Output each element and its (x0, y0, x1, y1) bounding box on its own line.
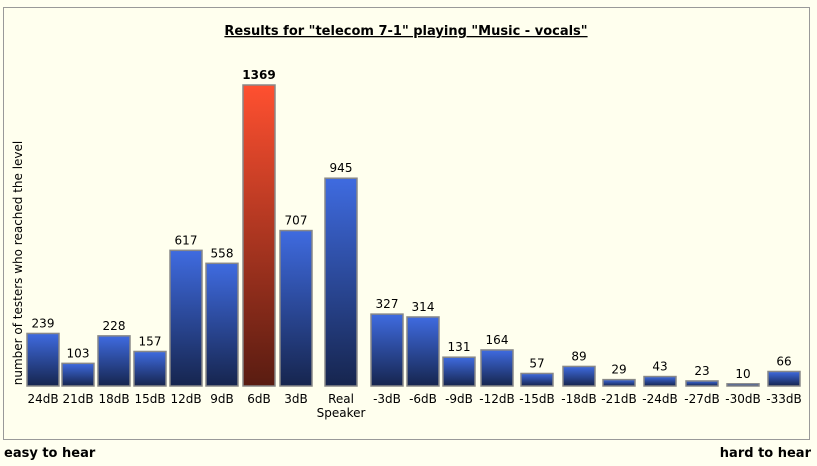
value-label: 239 (32, 316, 55, 330)
x-tick-label: 24dB (27, 392, 59, 406)
value-label: 1369 (242, 68, 275, 82)
bar (324, 177, 358, 387)
bar (97, 335, 131, 387)
bar (685, 380, 719, 387)
bar (406, 316, 440, 387)
value-label: 131 (448, 340, 471, 354)
x-tick-label: -18dB (561, 392, 597, 406)
bar (133, 350, 167, 387)
x-tick-label: -33dB (766, 392, 802, 406)
x-tick-label: 18dB (98, 392, 130, 406)
value-label: 157 (139, 334, 162, 348)
x-tick-label: 6dB (247, 392, 271, 406)
bar (279, 229, 313, 387)
bar (602, 378, 636, 387)
value-label: 558 (211, 246, 234, 260)
bar (61, 362, 95, 387)
bar (370, 313, 404, 387)
bar (767, 370, 801, 387)
value-label: 66 (776, 354, 791, 368)
left-note: easy to hear (4, 446, 96, 461)
bar (643, 375, 677, 387)
bar (520, 372, 554, 387)
bar (480, 349, 514, 387)
bar (726, 383, 760, 387)
value-label: 23 (694, 364, 709, 378)
x-tick-label: 3dB (284, 392, 308, 406)
value-label: 164 (486, 333, 509, 347)
bar (442, 356, 476, 387)
x-tick-label: -9dB (445, 392, 473, 406)
x-tick-label: 15dB (134, 392, 166, 406)
value-label: 314 (412, 300, 435, 314)
bar (242, 84, 276, 387)
value-label: 43 (652, 360, 667, 374)
x-tick-label: 12dB (170, 392, 202, 406)
bar (562, 365, 596, 387)
chart-title: Results for "telecom 7-1" playing "Music… (224, 24, 587, 39)
x-tick-label: -12dB (479, 392, 515, 406)
value-label: 228 (103, 319, 126, 333)
value-label: 327 (376, 297, 399, 311)
value-label: 89 (571, 349, 586, 363)
value-label: 29 (611, 363, 626, 377)
bar (169, 249, 203, 387)
value-label: 617 (175, 233, 198, 247)
value-label: 57 (529, 356, 544, 370)
x-tick-label: -3dB (373, 392, 401, 406)
x-tick-label: -27dB (684, 392, 720, 406)
value-label: 945 (330, 161, 353, 175)
bar (26, 332, 60, 387)
x-tick-label: 21dB (62, 392, 94, 406)
x-tick-label: -30dB (725, 392, 761, 406)
x-tick-label: Real Speaker (316, 392, 366, 420)
y-axis-label: number of testers who reached the level (11, 141, 25, 386)
value-label: 707 (285, 214, 308, 228)
x-tick-label: -21dB (601, 392, 637, 406)
value-label: 10 (735, 367, 750, 381)
x-tick-label: -6dB (409, 392, 437, 406)
x-tick-label: -24dB (642, 392, 678, 406)
bar (205, 262, 239, 387)
right-note: hard to hear (719, 446, 811, 461)
value-label: 103 (67, 346, 90, 360)
x-tick-label: 9dB (210, 392, 234, 406)
x-tick-label: -15dB (519, 392, 555, 406)
